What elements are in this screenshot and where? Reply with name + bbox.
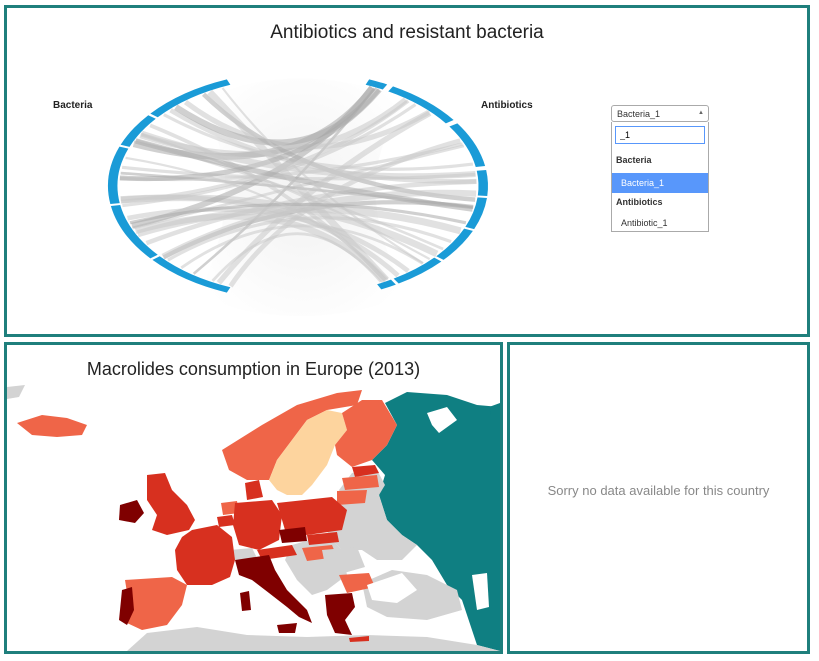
map-country-poland[interactable] xyxy=(277,497,347,535)
map-country-slovakia[interactable] xyxy=(307,532,339,545)
antibiotic-arc[interactable] xyxy=(449,123,486,168)
antibiotic-arc[interactable] xyxy=(476,169,488,197)
map-arctic-islands xyxy=(489,403,500,415)
no-data-message: Sorry no data available for this country xyxy=(547,483,770,498)
map-country-belgium[interactable] xyxy=(217,515,235,527)
map-country-ukraine[interactable] xyxy=(327,495,417,560)
option-group-antibiotics: Antibiotics xyxy=(616,197,663,207)
antibiotic-arc[interactable] xyxy=(377,279,396,290)
option-antibiotic-1[interactable]: Antibiotic_1 xyxy=(621,218,668,228)
map-country-finland[interactable] xyxy=(335,400,397,467)
map-country-estonia[interactable] xyxy=(352,465,379,477)
map-country-romania[interactable] xyxy=(322,547,365,575)
map-country-greece[interactable] xyxy=(325,593,355,635)
map-greenland-tip xyxy=(7,385,25,399)
entity-select[interactable]: Bacteria_1 ▲ xyxy=(611,105,709,122)
select-value: Bacteria_1 xyxy=(617,109,661,119)
map-country-portugal[interactable] xyxy=(119,587,134,625)
map-caspian-sea xyxy=(472,573,489,610)
chord-ribbon[interactable] xyxy=(136,205,462,238)
bacteria-arc[interactable] xyxy=(110,204,158,259)
europe-map[interactable] xyxy=(7,345,500,651)
antibiotic-arc[interactable] xyxy=(388,86,454,124)
chord-ribbon[interactable] xyxy=(163,113,474,171)
map-panel: Macrolides consumption in Europe (2013) xyxy=(4,342,503,654)
map-country-ireland[interactable] xyxy=(119,500,144,523)
map-country-sweden[interactable] xyxy=(269,410,347,495)
caret-down-icon: ▲ xyxy=(698,110,704,116)
option-bacteria-1[interactable]: Bacteria_1 xyxy=(612,173,708,193)
chord-ribbon[interactable] xyxy=(125,156,389,281)
map-country-lithuania[interactable] xyxy=(337,490,367,505)
chord-ribbons[interactable] xyxy=(119,85,477,288)
map-country-latvia[interactable] xyxy=(342,475,379,490)
chord-diagram[interactable] xyxy=(103,66,503,316)
map-country-norway[interactable] xyxy=(222,390,362,480)
map-country-uk[interactable] xyxy=(147,473,195,535)
chord-ribbon[interactable] xyxy=(228,138,461,288)
chord-ribbon[interactable] xyxy=(129,202,467,225)
map-country-spain[interactable] xyxy=(125,577,187,630)
map-country-czechia[interactable] xyxy=(279,527,307,543)
select-dropdown: Bacteria Bacteria_1 Antibiotics Antibiot… xyxy=(611,122,709,232)
chord-arcs[interactable] xyxy=(108,79,488,293)
map-country-france[interactable] xyxy=(175,525,235,585)
map-country-bulgaria[interactable] xyxy=(339,573,375,593)
country-info-panel: Sorry no data available for this country xyxy=(507,342,810,654)
bacteria-arc[interactable] xyxy=(120,115,156,147)
option-group-bacteria: Bacteria xyxy=(616,155,652,165)
chord-ribbon[interactable] xyxy=(140,130,476,180)
antibiotics-side-label: Antibiotics xyxy=(481,100,533,111)
antibiotic-arc[interactable] xyxy=(465,197,487,230)
bacteria-arc[interactable] xyxy=(108,146,129,204)
bacteria-side-label: Bacteria xyxy=(53,100,93,111)
select-search-input[interactable] xyxy=(615,126,705,144)
map-country-iceland[interactable] xyxy=(17,415,87,437)
antibiotic-arc[interactable] xyxy=(436,228,473,260)
map-country-russia[interactable] xyxy=(372,392,500,651)
antibiotic-arc[interactable] xyxy=(393,257,442,284)
bacteria-arc[interactable] xyxy=(152,256,231,293)
map-island-crete[interactable] xyxy=(349,636,369,642)
map-white-sea xyxy=(427,407,457,433)
chord-ribbon[interactable] xyxy=(216,110,432,285)
chord-panel: Antibiotics and resistant bacteria Bacte… xyxy=(4,5,810,337)
antibiotic-arc[interactable] xyxy=(365,79,388,90)
map-north-africa[interactable] xyxy=(127,627,500,651)
map-black-sea xyxy=(367,573,417,603)
chord-title: Antibiotics and resistant bacteria xyxy=(270,22,544,43)
chord-ribbon[interactable] xyxy=(134,138,473,212)
map-country-germany[interactable] xyxy=(233,500,282,550)
map-country-italy[interactable] xyxy=(235,555,312,623)
map-country-switzerland[interactable] xyxy=(230,548,257,560)
map-island-sicily[interactable] xyxy=(277,623,297,633)
chord-ribbon[interactable] xyxy=(119,88,382,182)
map-country-denmark[interactable] xyxy=(245,480,263,500)
map-title: Macrolides consumption in Europe (2013) xyxy=(86,359,421,379)
chord-ribbon[interactable] xyxy=(221,87,424,265)
chord-ribbon[interactable] xyxy=(169,108,477,184)
bacteria-arc[interactable] xyxy=(150,79,231,118)
map-island-corsica-sardinia[interactable] xyxy=(240,591,251,611)
